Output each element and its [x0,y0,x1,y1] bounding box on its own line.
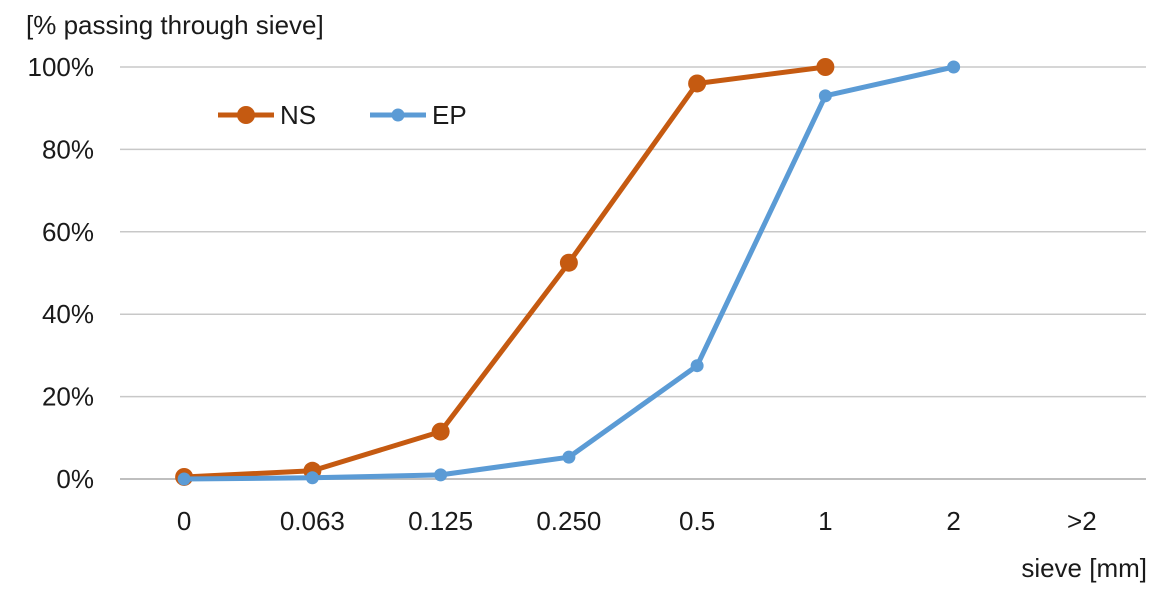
y-tick-label: 80% [42,134,94,164]
data-point-ns [431,422,450,441]
data-point-ns [688,74,707,93]
series-lines [175,58,961,486]
y-axis-ticks: 0% 20% 40% 60% 80% 100% [28,52,95,494]
y-axis-title: [% passing through sieve] [26,10,324,40]
x-tick-label: 1 [818,506,832,536]
x-tick-label: 0.125 [408,506,473,536]
data-point-ep [562,450,576,464]
x-tick-label: 2 [946,506,960,536]
data-point-ep [305,471,319,485]
y-tick-label: 20% [42,382,94,412]
data-point-ep [818,89,832,103]
data-point-ep [177,472,191,486]
legend-marker-ep [391,108,405,122]
gridlines [120,66,1146,480]
y-tick-label: 0% [56,464,94,494]
data-point-ns [816,58,835,76]
x-tick-label: 0 [177,506,191,536]
x-tick-label: 0.5 [679,506,715,536]
x-tick-label: 0.250 [536,506,601,536]
data-point-ns [559,253,578,272]
data-point-ep [434,468,448,482]
data-point-ep [690,359,704,373]
x-axis-ticks: 0 0.063 0.125 0.250 0.5 1 2 >2 [177,506,1097,536]
data-point-ep [947,60,961,74]
legend-label-ns: NS [280,100,316,130]
y-tick-label: 100% [28,52,95,82]
legend-label-ep: EP [432,100,467,130]
y-tick-label: 40% [42,299,94,329]
legend: NS EP [218,100,467,130]
x-tick-label: 0.063 [280,506,345,536]
x-tick-label: >2 [1067,506,1097,536]
y-tick-label: 60% [42,217,94,247]
series-line-ns [184,64,826,480]
x-axis-title: sieve [mm] [1021,553,1147,583]
legend-marker-ns [237,106,255,124]
